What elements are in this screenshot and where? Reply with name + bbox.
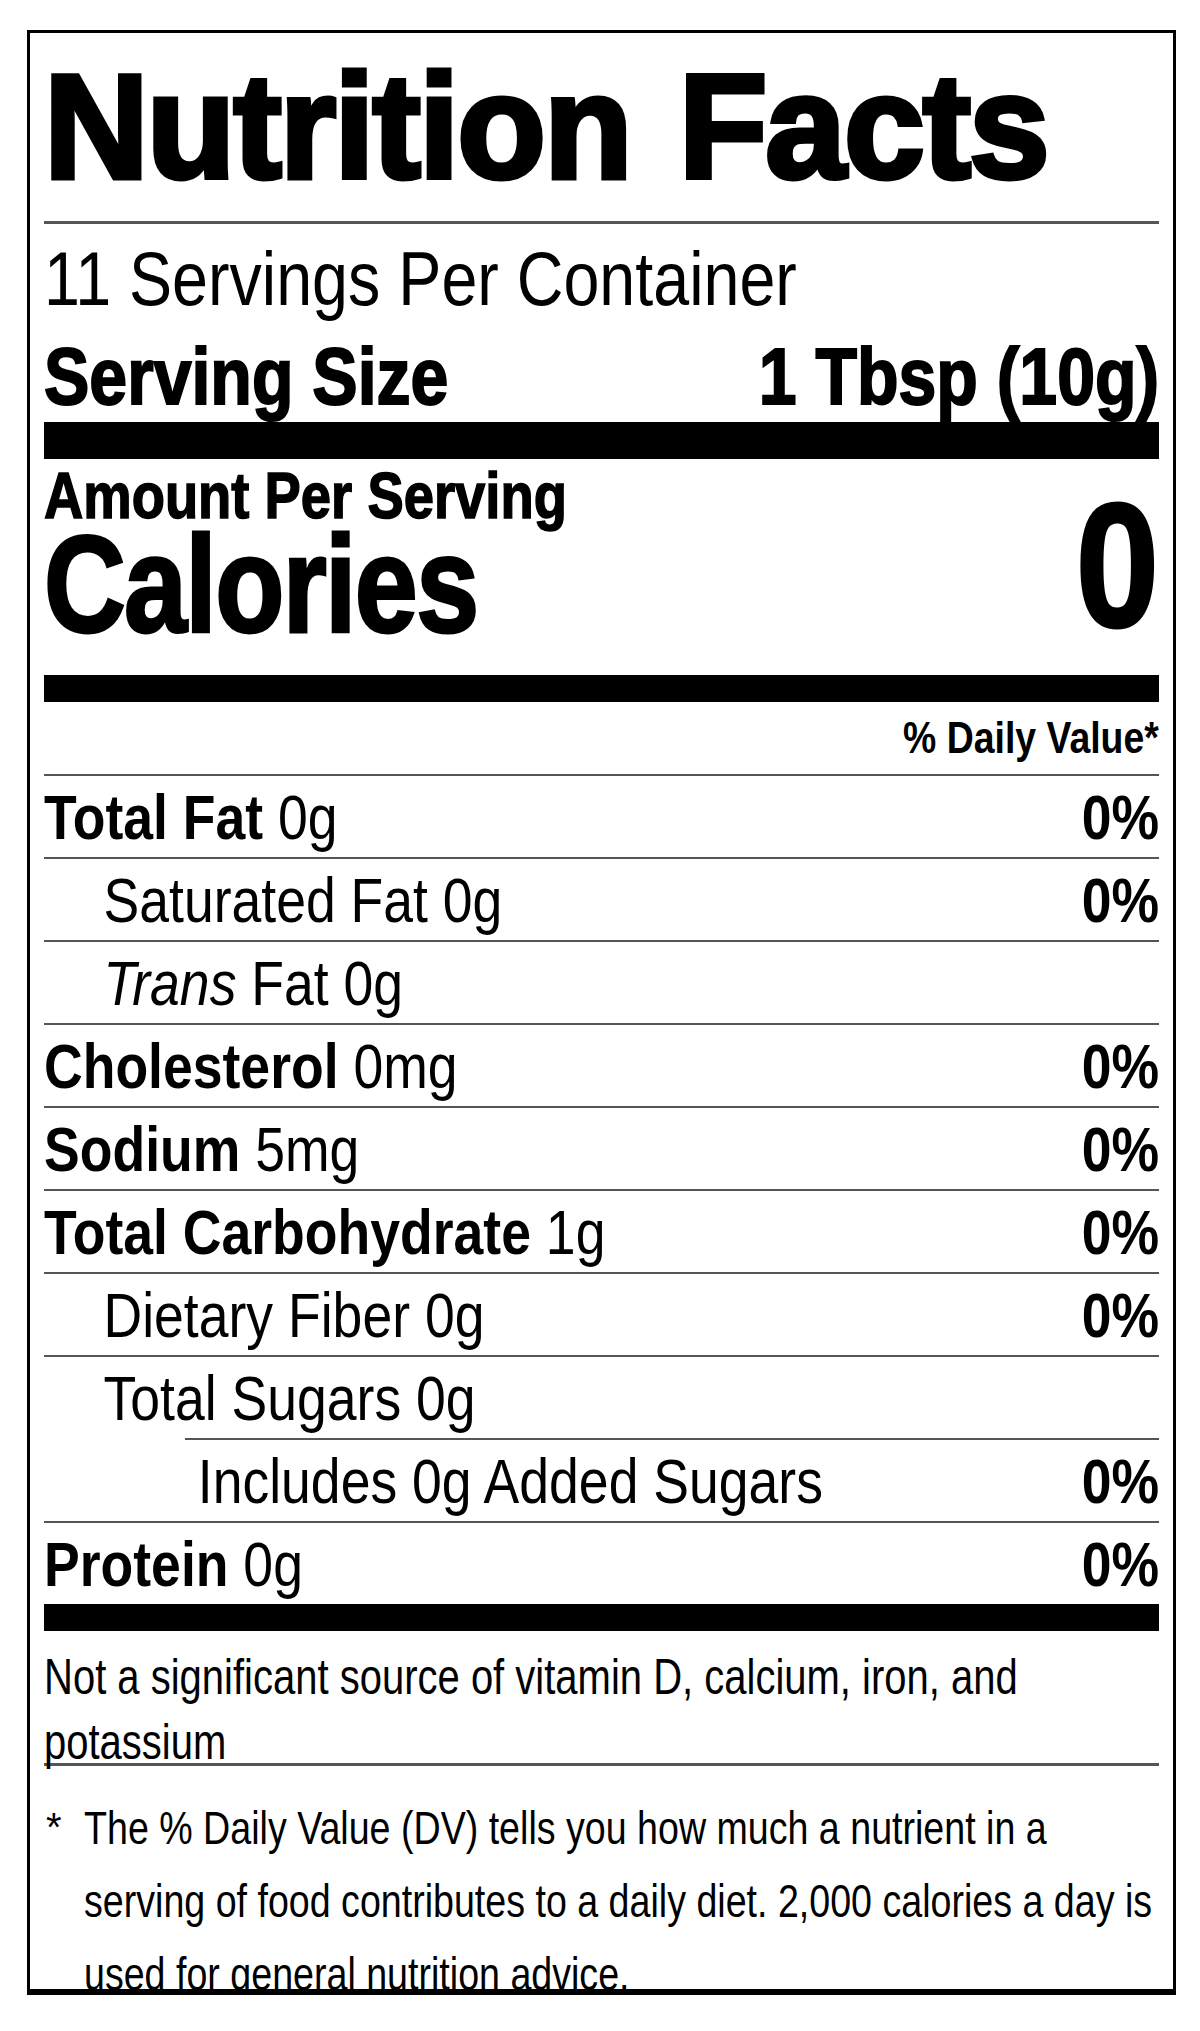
nutrient-name: Saturated Fat 0g	[44, 864, 502, 936]
nutrient-row-total-fat: Total Fat 0g 0%	[44, 774, 1159, 857]
daily-value-header: % Daily Value*	[903, 713, 1159, 763]
nutrient-name: Cholesterol 0mg	[44, 1030, 458, 1102]
nutrient-row-cholesterol: Cholesterol 0mg 0%	[44, 1023, 1159, 1106]
nutrient-row-trans-fat: Trans Fat 0g	[44, 940, 1159, 1023]
nutrient-name: Protein 0g	[44, 1528, 303, 1600]
servings-row: 11 Servings Per Container	[44, 224, 1159, 332]
nutrient-dv: 0%	[1082, 1196, 1159, 1268]
nutrient-strong: Protein	[44, 1529, 228, 1599]
not-significant-text: Not a significant source of vitamin D, c…	[44, 1645, 1159, 1775]
nutrient-amount: Saturated Fat 0g	[104, 865, 503, 935]
nutrient-name: Trans Fat 0g	[44, 947, 403, 1019]
nutrient-amount: 0mg	[339, 1031, 458, 1101]
footnote-asterisk: *	[46, 1796, 62, 1858]
nutrient-name: Total Sugars 0g	[44, 1362, 476, 1434]
nutrient-dv: 0%	[1082, 1528, 1159, 1600]
nutrient-row-dietary-fiber: Dietary Fiber 0g 0%	[44, 1272, 1159, 1355]
serving-size-label: Serving Size	[44, 331, 448, 423]
thick-bar-calories	[44, 675, 1159, 702]
title-row: Nutrition Facts	[44, 33, 1159, 221]
nutrient-dv: 0%	[1082, 1279, 1159, 1351]
nutrient-name: Includes 0g Added Sugars	[185, 1445, 823, 1517]
nutrient-em: Trans	[104, 948, 237, 1018]
nutrient-amount: Includes 0g Added Sugars	[198, 1446, 823, 1516]
serving-size-row: Serving Size 1 Tbsp (10g)	[44, 332, 1159, 422]
nutrient-amount: Dietary Fiber 0g	[104, 1280, 485, 1350]
footnote-text: The % Daily Value (DV) tells you how muc…	[84, 1792, 1159, 1995]
nutrient-row-protein: Protein 0g 0%	[44, 1521, 1159, 1604]
nutrient-name: Total Carbohydrate 1g	[44, 1196, 605, 1268]
nutrient-row-saturated-fat: Saturated Fat 0g 0%	[44, 857, 1159, 940]
nutrient-amount: 0g	[228, 1529, 302, 1599]
nutrient-dv: 0%	[1082, 864, 1159, 936]
nutrient-dv: 0%	[1082, 1030, 1159, 1102]
page: Nutrition Facts 11 Servings Per Containe…	[0, 0, 1200, 2031]
nutrient-dv: 0%	[1082, 781, 1159, 853]
calories-value: 0	[1076, 477, 1159, 653]
nutrient-row-sodium: Sodium 5mg 0%	[44, 1106, 1159, 1189]
nutrient-name: Dietary Fiber 0g	[44, 1279, 484, 1351]
nutrient-strong: Sodium	[44, 1114, 240, 1184]
thick-bar-bottom	[44, 1604, 1159, 1631]
serving-size-value: 1 Tbsp (10g)	[759, 331, 1159, 423]
nutrient-amount: Fat 0g	[236, 948, 403, 1018]
daily-value-header-row: % Daily Value*	[44, 702, 1159, 774]
label-title: Nutrition Facts	[44, 53, 1048, 201]
nutrient-dv: 0%	[1082, 1113, 1159, 1185]
nutrient-amount: Total Sugars 0g	[104, 1363, 476, 1433]
calories-row: Calories 0	[44, 525, 1159, 675]
nutrient-name: Sodium 5mg	[44, 1113, 359, 1185]
nutrient-amount: 1g	[531, 1197, 605, 1267]
nutrient-dv: 0%	[1082, 1445, 1159, 1517]
thick-bar-top	[44, 422, 1159, 459]
nutrient-row-total-sugars: Total Sugars 0g	[44, 1355, 1159, 1438]
calories-label: Calories	[44, 515, 477, 653]
nutrient-strong: Cholesterol	[44, 1031, 339, 1101]
nutrient-amount: 0g	[263, 782, 337, 852]
nutrient-name: Total Fat 0g	[44, 781, 338, 853]
servings-per-container: 11 Servings Per Container	[44, 235, 797, 322]
nutrient-strong: Total Carbohydrate	[44, 1197, 531, 1267]
not-significant-row: Not a significant source of vitamin D, c…	[44, 1631, 1159, 1763]
nutrient-strong: Total Fat	[44, 782, 263, 852]
nutrient-row-added-sugars: Includes 0g Added Sugars 0%	[185, 1438, 1159, 1521]
footnote-row: * The % Daily Value (DV) tells you how m…	[44, 1766, 1159, 1990]
nutrition-facts-label: Nutrition Facts 11 Servings Per Containe…	[27, 30, 1176, 1995]
nutrient-amount: 5mg	[240, 1114, 359, 1184]
nutrient-row-total-carbohydrate: Total Carbohydrate 1g 0%	[44, 1189, 1159, 1272]
